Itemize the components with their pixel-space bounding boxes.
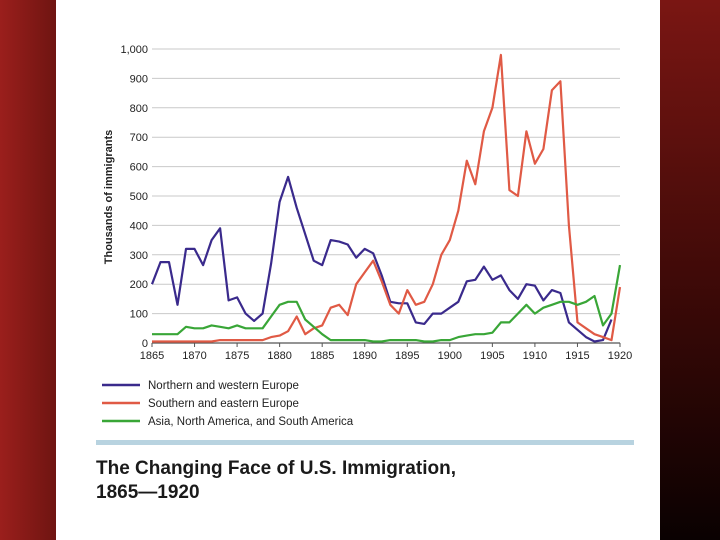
slide-right-band	[660, 0, 720, 540]
x-tick-label: 1895	[395, 350, 419, 362]
series-line-1	[150, 175, 613, 343]
y-axis-ticks: 0 100 200 300 400 500 600 700 800 900 1,000	[120, 44, 148, 350]
y-tick-label: 800	[130, 103, 148, 115]
x-tick-label: 1915	[565, 350, 589, 362]
chart-title-line-1: The Changing Face of U.S. Immigration,	[96, 458, 456, 479]
y-tick-label: 200	[130, 279, 148, 291]
legend-label: Southern and eastern Europe	[148, 398, 299, 410]
y-tick-label: 500	[130, 191, 148, 203]
separator-bar	[96, 440, 634, 445]
legend-label: Northern and western Europe	[148, 380, 299, 392]
x-tick-label: 1875	[225, 350, 249, 362]
y-axis-label: Thousands of immigrants	[103, 130, 115, 264]
legend-label: Asia, North America, and South America	[148, 416, 354, 428]
y-tick-label: 0	[142, 338, 148, 350]
series-lines	[150, 53, 622, 343]
x-tick-label: 1920	[608, 350, 632, 362]
y-tick-label: 700	[130, 132, 148, 144]
series-line-3	[152, 264, 622, 343]
y-tick-label: 300	[130, 250, 148, 262]
x-axis-ticks: 1865 1870 1875 1880 1885 1890 1895 1900 1905 1910…	[140, 343, 632, 362]
grid-lines	[152, 48, 620, 344]
series-line-2	[152, 53, 622, 343]
x-tick-label: 1885	[310, 350, 334, 362]
y-tick-label: 100	[130, 309, 148, 321]
y-tick-label: 600	[130, 162, 148, 174]
slide-panel: 0 100 200 300 400 500 600 700 800 900 1,000 1865 18…	[56, 0, 660, 540]
x-tick-label: 1890	[352, 350, 376, 362]
x-tick-label: 1905	[480, 350, 504, 362]
chart-title-line-2: 1865—1920	[96, 482, 200, 503]
legend: Northern and western Europe Southern and …	[102, 380, 354, 428]
y-tick-label: 1,000	[120, 44, 148, 56]
x-tick-label: 1910	[523, 350, 547, 362]
x-tick-label: 1865	[140, 350, 164, 362]
y-tick-label: 900	[130, 73, 148, 85]
x-tick-label: 1880	[267, 350, 291, 362]
x-tick-label: 1900	[438, 350, 462, 362]
x-tick-label: 1870	[182, 350, 206, 362]
y-tick-label: 400	[130, 220, 148, 232]
